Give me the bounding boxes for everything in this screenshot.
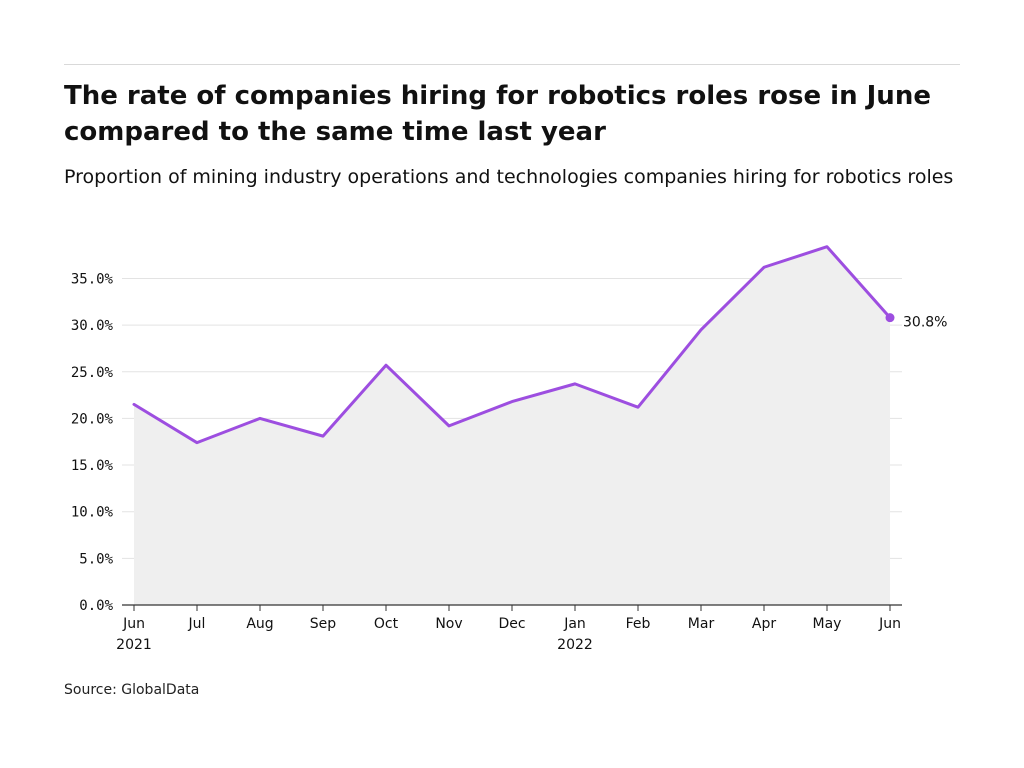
x-tick-label: Feb [626,616,651,632]
y-tick-label: 20.0% [71,411,114,427]
tick-labels: 0.0% 5.0% 10.0% 15.0% 20.0% 25.0% 30.0% 35.0% Ju… [71,271,901,653]
x-tick-label: Aug [246,616,273,632]
x-tick-label: Jul [188,616,206,632]
y-tick-label: 0.0% [79,598,113,614]
x-tick-year-label: 2021 [116,637,152,653]
end-value-label: 30.8% [903,315,947,331]
x-tick-label: Dec [498,616,525,632]
y-tick-label: 15.0% [71,458,114,474]
y-tick-label: 35.0% [71,271,114,287]
x-tick-label: Nov [435,616,462,632]
y-tick-label: 30.0% [71,318,114,334]
area-fill [134,246,890,605]
x-tick-label: Apr [752,616,776,632]
x-tick-label: May [813,616,842,632]
x-tick-label: Oct [374,616,399,632]
top-divider [64,64,960,65]
x-tick-label: Jun [122,616,145,632]
x-tick-year-label: 2022 [557,637,593,653]
series-line [132,245,892,445]
y-tick-label: 10.0% [71,505,114,521]
axes [122,604,902,611]
y-tick-label: 5.0% [79,551,113,567]
chart-title: The rate of companies hiring for robotic… [64,81,931,147]
x-tick-label: Jun [878,616,901,632]
end-point-marker [885,313,895,323]
chart-subtitle: Proportion of mining industry operations… [64,166,954,188]
x-tick-label: Sep [310,616,337,632]
source-note: Source: GlobalData [64,682,200,698]
y-tick-label: 25.0% [71,365,114,381]
x-tick-label: Jan [563,616,586,632]
x-tick-label: Mar [688,616,715,632]
